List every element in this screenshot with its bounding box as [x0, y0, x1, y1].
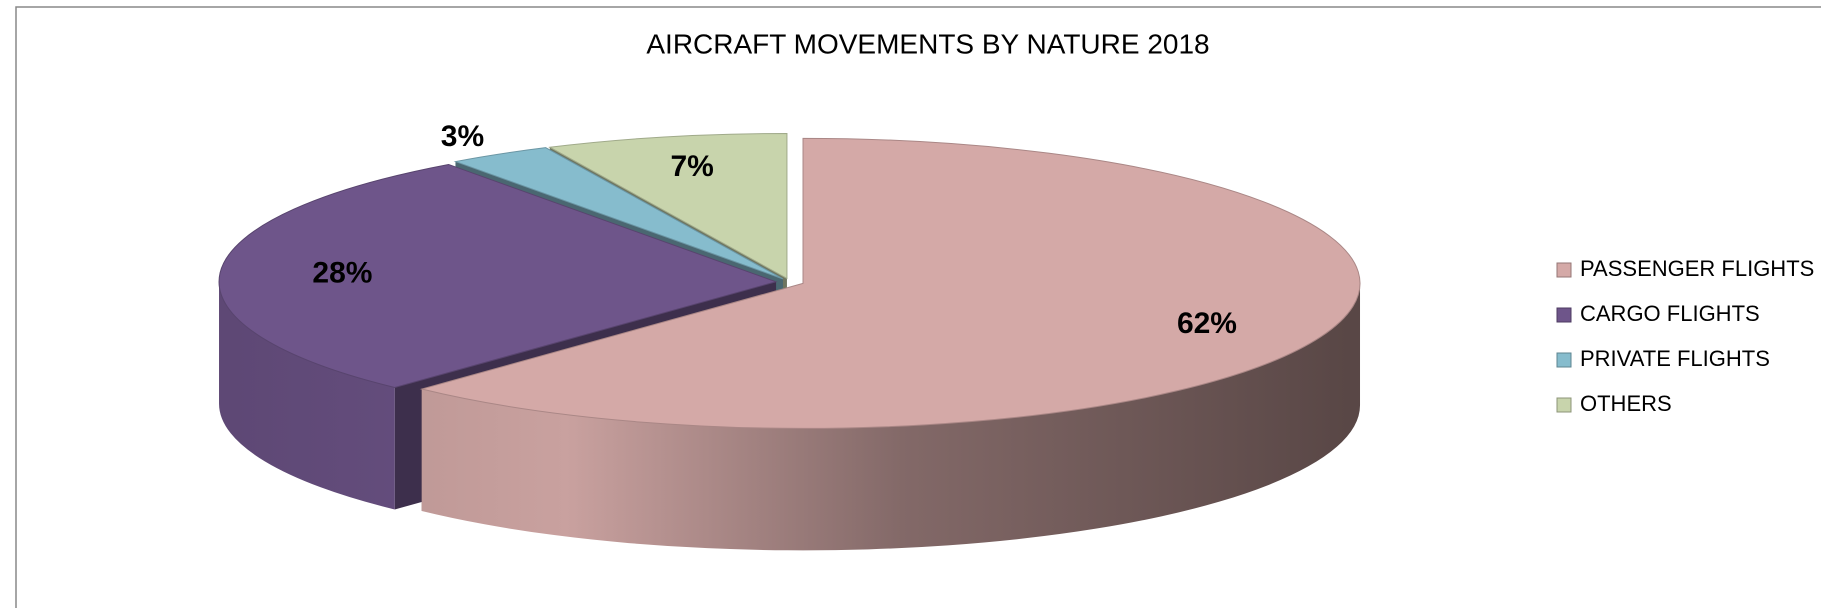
- legend-swatch: [1556, 352, 1572, 368]
- slice: [548, 132, 788, 280]
- data-label: 62%: [1177, 307, 1237, 340]
- data-label: 7%: [670, 150, 713, 183]
- legend-swatch: [1556, 307, 1572, 323]
- chart-title: AIRCRAFT MOVEMENTS BY NATURE 2018: [646, 28, 1209, 59]
- legend-swatch: [1556, 262, 1572, 278]
- slice-wall: [421, 283, 1361, 551]
- slice: [218, 163, 778, 388]
- data-label: 3%: [441, 120, 484, 153]
- legend-swatch: [1556, 397, 1572, 413]
- legend-label: OTHERS: [1580, 391, 1672, 416]
- data-label: 28%: [312, 257, 372, 290]
- slice: [419, 137, 1361, 429]
- legend-label: PRIVATE FLIGHTS: [1580, 346, 1770, 371]
- legend-label: PASSENGER FLIGHTS: [1580, 256, 1814, 281]
- slice: [453, 147, 784, 280]
- legend-label: CARGO FLIGHTS: [1580, 301, 1760, 326]
